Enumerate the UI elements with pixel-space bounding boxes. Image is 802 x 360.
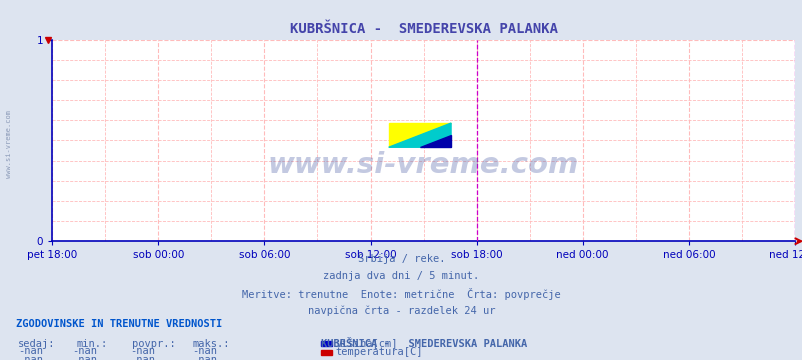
Text: povpr.:: povpr.: [132, 339, 176, 349]
Title: KUBRŠNICA -  SMEDEREVSKA PALANKA: KUBRŠNICA - SMEDEREVSKA PALANKA [290, 22, 557, 36]
Text: min.:: min.: [76, 339, 107, 349]
Text: ZGODOVINSKE IN TRENUTNE VREDNOSTI: ZGODOVINSKE IN TRENUTNE VREDNOSTI [16, 319, 222, 329]
Text: -nan: -nan [71, 355, 97, 360]
Polygon shape [419, 135, 451, 147]
Text: maks.:: maks.: [192, 339, 230, 349]
Text: -nan: -nan [130, 355, 156, 360]
Text: navpična črta - razdelek 24 ur: navpična črta - razdelek 24 ur [307, 306, 495, 316]
Polygon shape [388, 123, 451, 147]
Text: -nan: -nan [192, 355, 217, 360]
Text: zadnja dva dni / 5 minut.: zadnja dva dni / 5 minut. [323, 271, 479, 281]
Text: KUBRŠNICA -   SMEDEREVSKA PALANKA: KUBRŠNICA - SMEDEREVSKA PALANKA [321, 339, 527, 349]
Text: višina[cm]: višina[cm] [335, 338, 398, 348]
Text: Srbija / reke.: Srbija / reke. [358, 254, 444, 264]
Text: temperatura[C]: temperatura[C] [335, 347, 423, 357]
Text: www.si-vreme.com: www.si-vreme.com [6, 110, 12, 178]
Text: Meritve: trenutne  Enote: metrične  Črta: povprečje: Meritve: trenutne Enote: metrične Črta: … [242, 288, 560, 300]
Text: -nan: -nan [130, 346, 156, 356]
Text: -nan: -nan [18, 346, 43, 356]
Text: sedaj:: sedaj: [18, 339, 55, 349]
Text: -nan: -nan [192, 346, 217, 356]
Text: -nan: -nan [18, 355, 43, 360]
Text: -nan: -nan [71, 346, 97, 356]
Text: www.si-vreme.com: www.si-vreme.com [268, 150, 578, 179]
Polygon shape [388, 123, 451, 147]
